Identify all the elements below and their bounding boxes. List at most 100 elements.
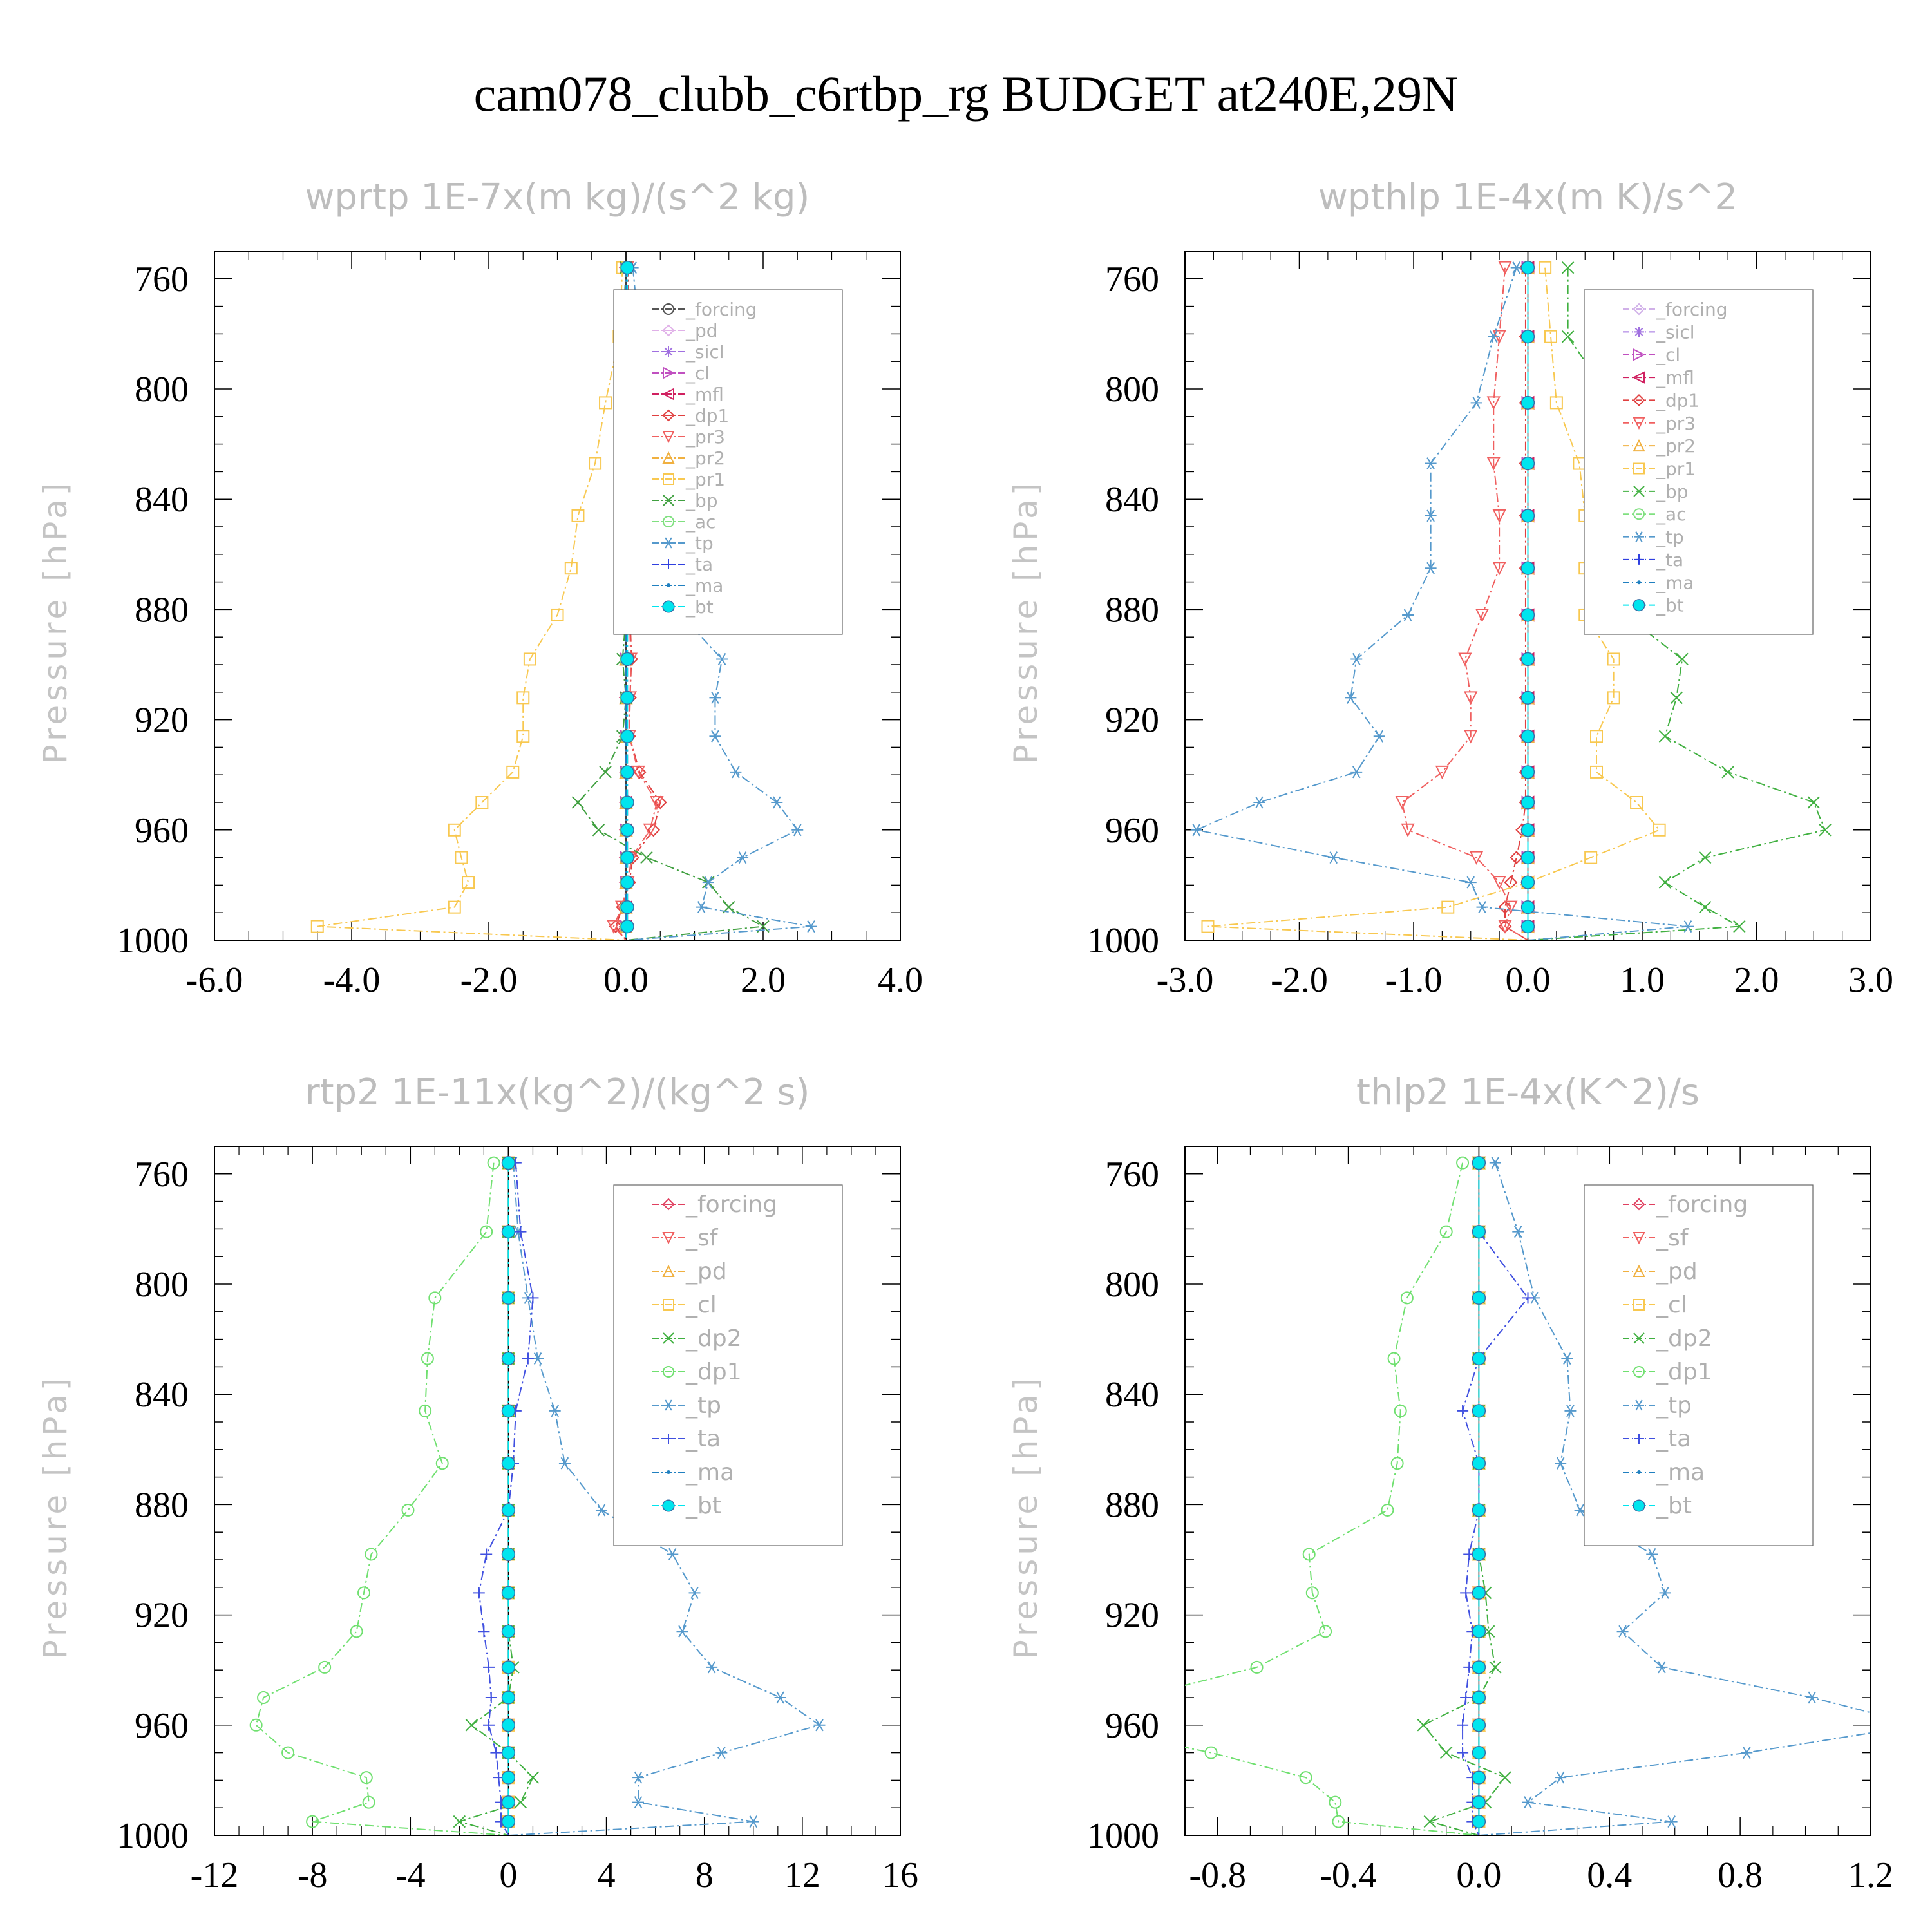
data-point [501,1503,516,1517]
data-point [715,1747,728,1759]
x-tick-label: 16 [882,1855,918,1895]
legend-marker [667,1470,670,1474]
x-tick-label: -0.8 [1189,1855,1246,1895]
legend-label: _tp [685,533,714,554]
data-point [1544,330,1557,343]
data-point [501,1586,516,1600]
y-tick-label: 840 [1105,480,1159,520]
data-point [1492,876,1506,890]
legend-marker [663,473,674,485]
legend-marker [1633,1198,1645,1211]
legend-marker [662,1232,675,1245]
data-point [448,823,461,837]
data-point [1656,1661,1668,1674]
data-point [1607,652,1620,666]
series-line [1462,1162,1529,1835]
legend-marker [662,431,675,444]
data-point [1498,261,1512,275]
data-point [1520,919,1535,934]
series_dp2 [1417,1156,1511,1835]
x-tick-label: 2.0 [1734,960,1779,1000]
series_bt [501,1156,516,1835]
data-point [1520,456,1535,471]
data-point [1658,730,1672,743]
data-point [640,851,653,864]
legend: _forcing _sf _pd _cl _dp2 _dp1 _tp _ta _ma _bt [613,1184,843,1546]
data-point [362,1795,375,1809]
data-point [455,851,468,864]
data-point [1616,1625,1629,1638]
data-point [1400,1291,1414,1305]
data-point [1464,876,1477,889]
data-point [1472,1814,1486,1829]
data-point [1390,1457,1404,1470]
y-tick-label: 760 [1105,260,1159,299]
legend-label: _bt [1656,1493,1692,1519]
series-line [1208,267,1661,940]
x-tick-label: -12 [191,1855,239,1895]
legend-marker [662,600,675,613]
data-point [1472,1156,1486,1170]
data-point [1584,851,1598,864]
legend-label: _forcing [685,299,757,320]
data-point [1561,330,1575,343]
legend-label: _mfl [685,384,724,405]
y-tick-label: 960 [135,1706,189,1746]
data-point [1520,690,1535,705]
data-point [1476,901,1488,914]
x-tick-label: 0.0 [603,960,649,1000]
data-point [774,1691,786,1704]
data-point [1472,1503,1486,1517]
data-point [571,509,585,522]
data-point [667,1548,679,1560]
y-tick-label: 880 [1105,1485,1159,1525]
legend-label: _dp1 [685,1359,742,1385]
data-point [1460,1692,1472,1703]
series_ta [473,1157,539,1835]
data-point [1464,730,1478,744]
legend-marker [663,559,674,569]
data-point [676,1625,688,1638]
data-point [514,1795,527,1809]
legend-marker [1633,394,1645,406]
legend-label: _sicl [1656,321,1695,343]
legend-marker [1633,462,1645,475]
x-tick-label: 2.0 [741,960,786,1000]
data-point [1561,261,1575,274]
data-point [1472,1351,1486,1366]
data-point [448,900,461,914]
y-tick-label: 840 [135,480,189,520]
legend-label: _dp1 [685,405,729,426]
data-point [1630,796,1643,809]
data-point [1457,1719,1469,1731]
data-point [1806,1691,1818,1704]
legend-marker [1633,303,1645,316]
data-point [501,1770,516,1785]
chart-panel-1: wprtp 1E-7x(m kg)/(s^2 kg) Pressure [hPa]… [37,176,923,1000]
data-point [1504,900,1518,914]
data-point [257,1691,270,1704]
data-point [620,729,634,743]
legend-label: _ma [685,1459,734,1486]
data-point [1457,1405,1469,1417]
data-point [1345,691,1357,704]
data-point [632,1796,645,1809]
data-point [1305,1586,1319,1600]
data-point [1549,396,1563,410]
series-line [1504,267,1529,940]
legend-marker [662,451,675,464]
x-tick-label: -6.0 [186,960,243,1000]
legend-label: _pd [685,320,718,341]
legend-label: _pr1 [685,469,725,490]
data-point [747,1815,759,1828]
plot-frame [1184,1146,1871,1836]
series_pr1 [310,261,629,940]
data-point [473,1587,485,1599]
data-point [1395,796,1409,810]
data-point [1350,652,1363,665]
data-point [462,876,475,889]
legend-marker [1633,599,1645,612]
data-point [1590,765,1603,779]
y-tick-label: 800 [1105,370,1159,410]
data-point [526,1771,540,1784]
